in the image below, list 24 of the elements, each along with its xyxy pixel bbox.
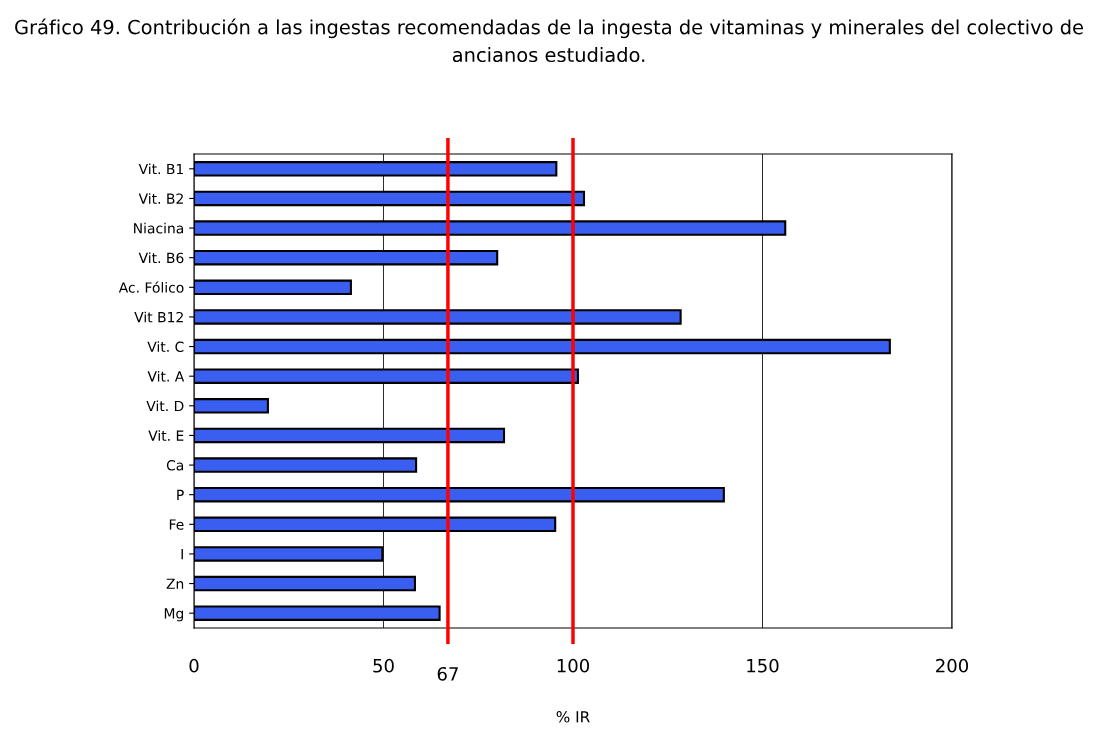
x-tick-label: 150 (747, 658, 779, 673)
x-tick-label: 50 (373, 658, 394, 673)
y-tick-label: Vit. E (148, 430, 184, 441)
y-tick-label: Zn (166, 578, 184, 589)
y-tick-label: Mg (164, 608, 184, 622)
y-tick-label: P (177, 489, 184, 500)
y-tick-label: Ca (166, 460, 184, 471)
x-tick-label: 0 (189, 658, 199, 673)
y-tick-label: I (181, 549, 183, 560)
y-tick-label: Ac. Fólico (118, 281, 184, 293)
y-tick-label: Vit. C (147, 341, 184, 353)
x-tick-label: 200 (936, 658, 969, 673)
y-tick-label: Fe (169, 519, 184, 530)
y-tick-label: Vit. D (146, 400, 184, 412)
y-tick-label: Niacina (134, 222, 184, 234)
y-tick-label: Vit. B6 (138, 252, 184, 264)
x-axis-title: % IR (556, 711, 590, 723)
x-tick-label: 100 (557, 658, 590, 673)
chart-title: Gráfico 49. Contribución a las ingestas recomendadas de la ingesta de vitaminas y minerales del colectivo de ancianos estudiado. (15, 18, 1083, 63)
y-tick-label: Vit. A (147, 370, 185, 382)
y-tick-label: Vit. B2 (138, 193, 183, 204)
ref-line-label: 67 (437, 666, 458, 681)
y-tick-label: Vit B12 (134, 311, 183, 323)
y-tick-label: Vit. B1 (138, 163, 183, 175)
